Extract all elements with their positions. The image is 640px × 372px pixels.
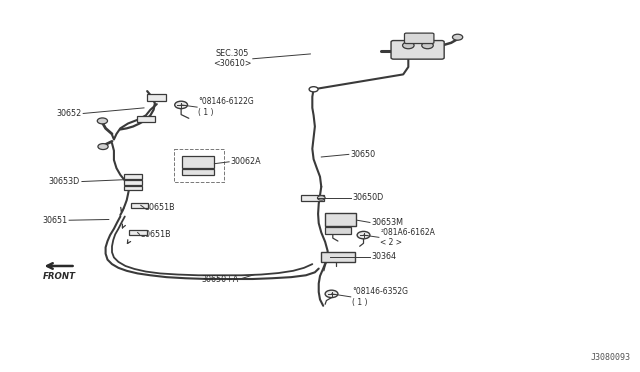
Circle shape [325, 290, 338, 298]
Text: 30653D: 30653D [49, 177, 80, 186]
Circle shape [317, 196, 325, 200]
Text: °08146-6122G
( 1 ): °08146-6122G ( 1 ) [198, 97, 254, 117]
FancyBboxPatch shape [301, 195, 323, 201]
Text: 30062A: 30062A [230, 157, 261, 166]
Text: 30651B: 30651B [141, 230, 172, 239]
Text: 30650D: 30650D [352, 193, 383, 202]
FancyBboxPatch shape [182, 169, 214, 175]
Circle shape [357, 231, 370, 239]
Text: FRONT: FRONT [42, 272, 76, 280]
Text: 30653M: 30653M [371, 218, 403, 227]
FancyBboxPatch shape [325, 227, 351, 234]
FancyBboxPatch shape [321, 252, 355, 262]
Text: J3080093: J3080093 [590, 353, 630, 362]
FancyBboxPatch shape [124, 180, 142, 185]
Text: 30650: 30650 [350, 150, 375, 159]
Text: 30364: 30364 [371, 252, 396, 261]
Text: 30650+A: 30650+A [202, 275, 239, 284]
Circle shape [309, 87, 318, 92]
Circle shape [175, 101, 188, 109]
Text: 30651: 30651 [42, 216, 67, 225]
FancyBboxPatch shape [129, 230, 147, 235]
FancyBboxPatch shape [182, 156, 214, 168]
Text: 30651B: 30651B [145, 203, 175, 212]
FancyBboxPatch shape [131, 203, 148, 208]
FancyBboxPatch shape [124, 186, 142, 190]
FancyBboxPatch shape [124, 174, 142, 179]
Text: 30652: 30652 [56, 109, 81, 118]
FancyBboxPatch shape [325, 213, 356, 226]
Circle shape [98, 144, 108, 150]
Text: °08146-6352G
( 1 ): °08146-6352G ( 1 ) [352, 287, 408, 307]
Text: ²081A6-6162A
< 2 >: ²081A6-6162A < 2 > [380, 228, 435, 247]
FancyBboxPatch shape [391, 41, 444, 59]
Circle shape [403, 42, 414, 49]
Circle shape [452, 34, 463, 40]
FancyBboxPatch shape [404, 33, 434, 44]
Circle shape [422, 42, 433, 49]
Circle shape [97, 118, 108, 124]
FancyBboxPatch shape [147, 94, 166, 101]
Text: SEC.305
<30610>: SEC.305 <30610> [213, 49, 252, 68]
FancyBboxPatch shape [137, 116, 155, 122]
